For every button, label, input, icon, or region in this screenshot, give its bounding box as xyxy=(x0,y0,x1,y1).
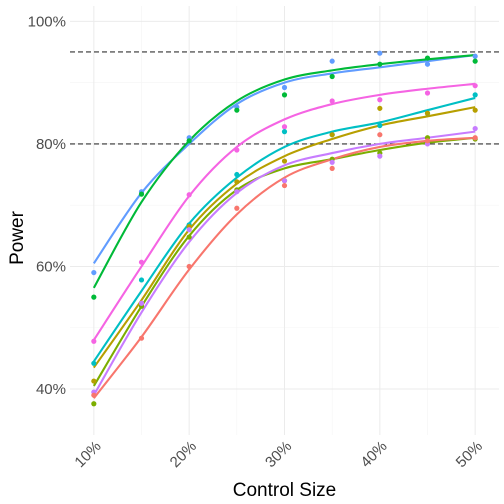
data-point xyxy=(138,191,145,197)
series-curve xyxy=(92,106,476,369)
data-point xyxy=(234,179,240,185)
y-tick-labels: 40% 60% 80% 100% xyxy=(28,13,66,398)
y-axis-title: Power xyxy=(7,210,28,265)
data-point xyxy=(424,90,431,96)
data-point xyxy=(377,61,383,67)
series-curve xyxy=(92,96,476,363)
data-point xyxy=(91,378,97,384)
data-point xyxy=(234,205,240,211)
data-point xyxy=(281,182,288,189)
data-point xyxy=(329,165,335,172)
data-point xyxy=(424,110,431,116)
series-curve xyxy=(92,130,476,396)
data-point xyxy=(281,84,288,91)
data-point xyxy=(472,92,478,98)
data-point xyxy=(472,53,478,59)
data-point xyxy=(186,138,192,144)
data-point xyxy=(91,360,97,366)
y-tick-label: 80% xyxy=(36,136,66,153)
data-point xyxy=(91,392,97,398)
data-point xyxy=(377,97,383,103)
y-tick-label: 40% xyxy=(36,381,66,398)
data-point xyxy=(138,259,145,265)
data-point xyxy=(377,122,383,129)
data-point xyxy=(377,153,383,159)
data-point xyxy=(186,234,192,240)
x-tick-label: 40% xyxy=(357,438,390,471)
data-point xyxy=(329,58,335,64)
data-point xyxy=(329,132,335,138)
y-tick-label: 100% xyxy=(28,13,66,30)
x-axis-title: Control Size xyxy=(233,480,337,501)
data-point xyxy=(186,192,192,198)
data-point xyxy=(234,171,240,178)
data-point xyxy=(329,159,335,165)
data-point xyxy=(329,98,335,104)
data-point xyxy=(186,263,192,270)
data-point xyxy=(472,83,478,89)
x-tick-label: 20% xyxy=(167,438,200,471)
data-point xyxy=(472,125,478,132)
fitted-curves xyxy=(92,53,476,399)
series-curve xyxy=(92,53,476,264)
data-point xyxy=(281,92,288,98)
data-point xyxy=(424,138,431,144)
data-point xyxy=(138,300,145,306)
data-point xyxy=(377,105,383,111)
data-points xyxy=(91,50,478,407)
data-point xyxy=(377,132,383,138)
data-point xyxy=(186,227,192,233)
data-point xyxy=(281,129,288,135)
data-point xyxy=(281,124,288,130)
data-point xyxy=(281,178,288,184)
data-point xyxy=(91,401,97,407)
data-point xyxy=(424,61,431,67)
data-point xyxy=(91,269,97,276)
data-point xyxy=(472,135,478,141)
x-tick-label: 30% xyxy=(262,438,295,471)
x-tick-labels: 10% 20% 30% 40% 50% xyxy=(71,438,486,471)
data-point xyxy=(281,158,288,164)
data-point xyxy=(138,277,145,283)
data-point xyxy=(472,58,478,64)
data-point xyxy=(91,294,97,300)
data-point xyxy=(472,107,478,113)
series-curve xyxy=(92,82,476,341)
data-point xyxy=(329,73,335,80)
data-point xyxy=(91,338,97,344)
series-curve xyxy=(92,53,476,289)
x-tick-label: 10% xyxy=(71,438,104,471)
data-point xyxy=(234,107,240,113)
series-curve xyxy=(93,136,476,399)
data-point xyxy=(234,189,240,195)
data-point xyxy=(138,335,145,341)
major-gridlines xyxy=(70,6,499,435)
y-tick-label: 60% xyxy=(36,258,66,275)
data-point xyxy=(377,50,383,56)
x-tick-label: 50% xyxy=(453,438,486,471)
series-curve xyxy=(92,136,476,387)
data-point xyxy=(234,147,240,153)
data-point xyxy=(424,55,431,61)
